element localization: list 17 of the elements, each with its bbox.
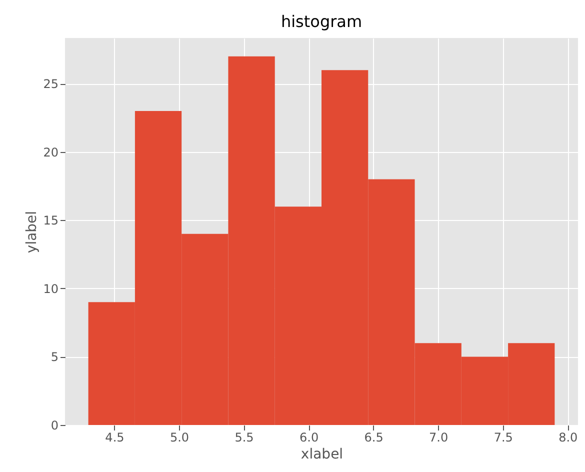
y-tick-label: 5 [50,350,58,364]
x-tick-label: 6.5 [364,430,384,444]
x-tick-label: 8.0 [558,430,578,444]
x-tick-label: 6.0 [300,430,319,444]
y-tick-label: 10 [43,282,58,296]
chart-title: histogram [280,12,362,31]
y-tick-label: 0 [50,418,58,432]
x-tick-label: 5.0 [170,430,190,444]
x-tick-label: 7.5 [494,430,513,444]
y-tick-label: 25 [43,77,58,92]
y-axis-title: ylabel [24,210,40,254]
x-tick-label: 5.5 [234,430,254,444]
x-tick-label: 7.0 [429,430,448,444]
y-tick-label: 15 [43,214,58,228]
x-axis-title: xlabel [300,446,344,462]
y-tick-label: 20 [43,145,58,160]
x-tick-label: 4.5 [105,430,124,444]
